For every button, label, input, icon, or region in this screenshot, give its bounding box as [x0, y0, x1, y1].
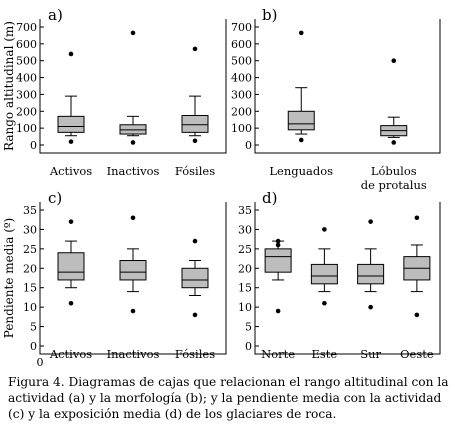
y-tick-label: 20 — [23, 262, 37, 275]
outlier-point — [391, 140, 397, 145]
outlier-point — [322, 300, 327, 306]
y-tick-label: 700 — [231, 21, 252, 34]
box — [357, 263, 385, 285]
panel-3-frame — [39, 202, 227, 355]
y-tick-label: 10 — [23, 301, 37, 314]
y-tick-label: 100 — [231, 122, 252, 135]
y-tick-label: 35 — [238, 204, 252, 217]
panel-2-label: b) — [262, 6, 277, 24]
origin-label: 0 — [37, 356, 44, 369]
category-label: Este — [312, 347, 338, 361]
y-tick-label: 600 — [231, 38, 252, 51]
outlier-point — [298, 137, 304, 143]
y-tick-label: 0 — [30, 340, 37, 353]
outlier-point — [192, 238, 198, 244]
box — [264, 248, 292, 273]
y-axis-label: Rango altitudinal (m) — [2, 21, 16, 151]
category-label: Inactivos — [107, 164, 160, 178]
y-tick-label: 30 — [238, 223, 252, 236]
y-tick-label: 5 — [245, 321, 252, 334]
panel-2-frame — [254, 19, 441, 154]
outlier-point — [68, 139, 74, 144]
panel-1-label: a) — [48, 6, 63, 24]
category-label: Lenguados — [269, 164, 333, 178]
outlier-point — [130, 215, 136, 221]
outlier-point — [130, 308, 136, 314]
y-tick-label: 400 — [231, 72, 252, 85]
y-tick-label: 700 — [16, 21, 37, 34]
box — [310, 263, 338, 285]
caption-line-2: actividad (a) y la morfología (b); y la … — [8, 391, 442, 405]
outlier-point — [275, 242, 281, 248]
y-tick-label: 400 — [16, 72, 37, 85]
outlier-point — [130, 30, 136, 36]
category-label: Sur — [360, 347, 381, 361]
outlier-point — [275, 308, 281, 314]
outlier-point — [192, 46, 198, 52]
figure-caption: Figura 4. Diagramas de cajas que relacio… — [8, 374, 450, 422]
outlier-point — [68, 219, 74, 224]
panel-3-label: c) — [48, 189, 62, 207]
outlier-point — [368, 219, 373, 224]
y-tick-label: 5 — [30, 321, 37, 334]
category-label: de protalus — [361, 178, 427, 192]
y-tick-label: 500 — [231, 55, 252, 68]
box — [181, 115, 209, 133]
outlier-point — [322, 227, 327, 232]
category-label: Activos — [49, 347, 92, 361]
y-tick-label: 10 — [238, 301, 252, 314]
y-tick-label: 0 — [245, 340, 252, 353]
panel-4-label: d) — [262, 189, 277, 207]
y-tick-label: 300 — [16, 88, 37, 101]
y-tick-label: 200 — [231, 105, 252, 118]
y-tick-label: 0 — [30, 139, 37, 152]
y-tick-label: 200 — [16, 105, 37, 118]
outlier-point — [368, 304, 373, 310]
outlier-point — [298, 30, 304, 36]
outlier-point — [391, 58, 397, 64]
category-label: Inactivos — [107, 347, 160, 361]
outlier-point — [192, 312, 198, 318]
y-tick-label: 0 — [245, 139, 252, 152]
outlier-point — [130, 140, 136, 145]
outlier-point — [414, 215, 420, 221]
outlier-point — [68, 51, 74, 57]
y-tick-label: 500 — [16, 55, 37, 68]
caption-line-3: (c) y la exposición media (d) de los gla… — [8, 407, 337, 421]
y-tick-label: 600 — [16, 38, 37, 51]
panel-1-frame — [39, 19, 227, 154]
y-tick-label: 30 — [23, 223, 37, 236]
panel-4-frame — [254, 202, 441, 355]
box — [287, 110, 315, 131]
category-label: Norte — [261, 347, 295, 361]
y-axis-label: Pendiente media (º) — [2, 218, 16, 338]
outlier-point — [192, 138, 198, 144]
box — [57, 252, 85, 281]
y-tick-label: 20 — [238, 262, 252, 275]
box — [181, 267, 209, 289]
category-label: Activos — [49, 164, 92, 178]
box — [57, 115, 85, 133]
y-tick-label: 25 — [23, 243, 37, 256]
outlier-point — [275, 238, 281, 244]
y-tick-label: 15 — [238, 282, 252, 295]
category-label: Lóbulos — [371, 164, 417, 178]
category-label: Fósiles — [175, 347, 215, 361]
category-label: Fósiles — [175, 164, 215, 178]
y-tick-label: 100 — [16, 122, 37, 135]
outlier-point — [414, 312, 420, 318]
y-tick-label: 25 — [238, 243, 252, 256]
category-label: Oeste — [400, 347, 434, 361]
outlier-point — [68, 300, 74, 306]
y-tick-label: 35 — [23, 204, 37, 217]
box — [119, 260, 147, 281]
y-tick-label: 300 — [231, 88, 252, 101]
y-tick-label: 15 — [23, 282, 37, 295]
caption-line-1: Figura 4. Diagramas de cajas que relacio… — [8, 375, 449, 389]
